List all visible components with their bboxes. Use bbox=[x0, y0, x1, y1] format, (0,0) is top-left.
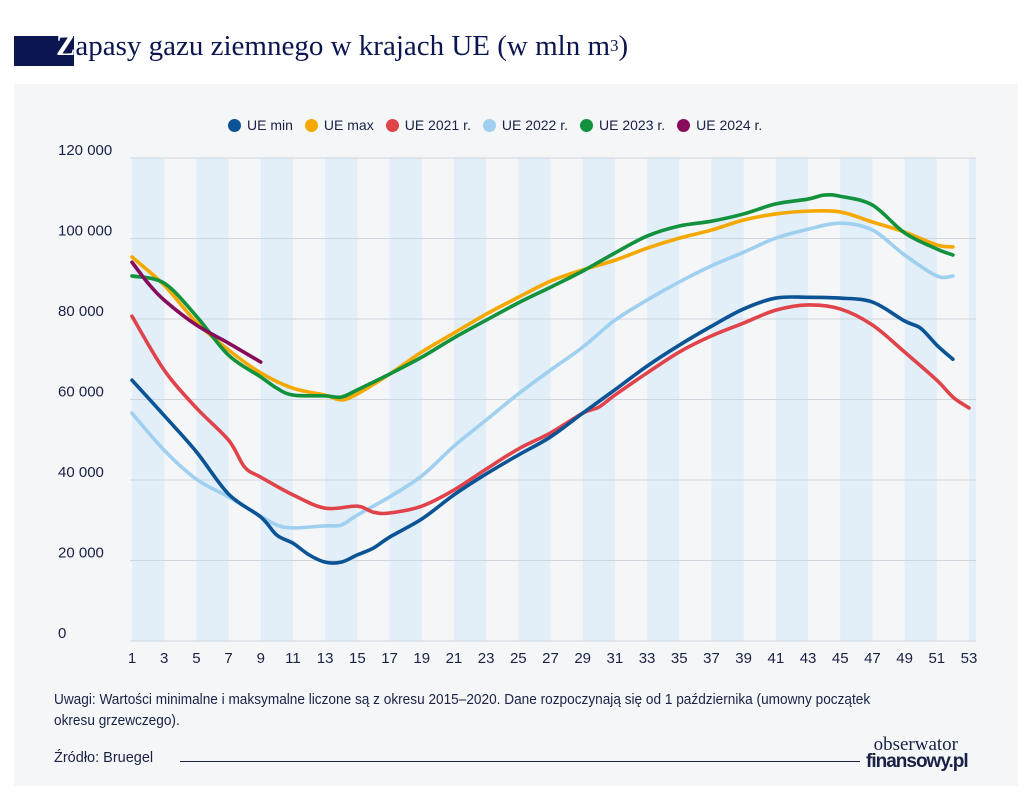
legend-swatch bbox=[482, 118, 496, 132]
source-divider bbox=[180, 761, 860, 762]
y-tick-label: 40 000 bbox=[58, 464, 104, 481]
chart-title: Zapasy gazu ziemnego w krajach UE (w mln… bbox=[56, 30, 629, 62]
y-tick-label: 20 000 bbox=[58, 545, 104, 562]
series-line-ue-2022-r- bbox=[130, 221, 955, 530]
logo: obserwator finansowy.pl bbox=[866, 734, 969, 772]
series-line-ue-2021-r- bbox=[130, 303, 971, 516]
legend-item: UE 2024 r. bbox=[677, 117, 762, 133]
legend-item: UE 2021 r. bbox=[385, 117, 471, 133]
x-tick-label: 7 bbox=[224, 650, 232, 667]
x-tick-label: 43 bbox=[800, 650, 817, 667]
legend-item: UE 2022 r. bbox=[482, 117, 569, 133]
x-tick-label: 45 bbox=[832, 650, 849, 667]
legend-swatch bbox=[228, 118, 241, 132]
x-tick-label: 53 bbox=[961, 650, 978, 667]
legend-label: UE 2023 r. bbox=[599, 117, 666, 133]
legend-swatch bbox=[677, 118, 691, 132]
legend: UE min UE max UE 2021 r. UE 2022 r. UE 2023 … bbox=[228, 117, 762, 133]
x-tick-label: 49 bbox=[896, 650, 913, 667]
x-tick-label: 17 bbox=[381, 650, 398, 667]
x-tick-label: 23 bbox=[478, 650, 495, 667]
x-tick-label: 19 bbox=[413, 650, 430, 667]
y-tick-label: 120 000 bbox=[58, 142, 112, 159]
legend-label: UE 2021 r. bbox=[404, 117, 471, 133]
legend-item: UE max bbox=[304, 117, 374, 133]
legend-label: UE 2022 r. bbox=[501, 117, 569, 133]
y-tick-label: 100 000 bbox=[58, 223, 112, 240]
y-tick-label: 60 000 bbox=[58, 384, 104, 401]
y-tick-label: 0 bbox=[58, 625, 66, 642]
legend-item: UE 2023 r. bbox=[580, 117, 665, 133]
x-tick-label: 51 bbox=[928, 650, 945, 667]
legend-label: UE min bbox=[247, 117, 293, 133]
x-tick-label: 37 bbox=[703, 650, 720, 667]
x-tick-label: 31 bbox=[607, 650, 624, 667]
legend-swatch bbox=[304, 118, 318, 132]
series-line-ue-2023-r- bbox=[130, 192, 955, 400]
x-tick-label: 9 bbox=[257, 650, 265, 667]
x-tick-label: 3 bbox=[160, 650, 168, 667]
x-tick-label: 27 bbox=[542, 650, 559, 667]
series-line-ue-max bbox=[130, 208, 955, 402]
legend-swatch bbox=[580, 118, 594, 132]
x-tick-label: 41 bbox=[768, 650, 785, 667]
legend-item: UE min bbox=[228, 117, 293, 133]
title-accent-block bbox=[14, 36, 74, 66]
legend-label: UE 2024 r. bbox=[696, 117, 763, 133]
x-tick-label: 33 bbox=[639, 650, 656, 667]
x-tick-label: 15 bbox=[349, 650, 366, 667]
legend-swatch bbox=[385, 118, 399, 132]
series-line-ue-min bbox=[130, 295, 955, 565]
x-tick-label: 39 bbox=[735, 650, 752, 667]
x-tick-label: 5 bbox=[192, 650, 200, 667]
x-tick-label: 47 bbox=[864, 650, 881, 667]
series-line-ue-2024-r- bbox=[130, 260, 263, 364]
x-tick-label: 21 bbox=[446, 650, 463, 667]
x-tick-label: 13 bbox=[317, 650, 334, 667]
legend-label: UE max bbox=[323, 117, 374, 133]
x-tick-label: 11 bbox=[285, 650, 301, 667]
x-tick-label: 29 bbox=[574, 650, 591, 667]
x-tick-label: 25 bbox=[510, 650, 527, 667]
x-tick-label: 1 bbox=[128, 650, 136, 667]
chart-note: Uwagi: Wartości minimalne i maksymalne l… bbox=[54, 692, 871, 729]
y-tick-label: 80 000 bbox=[58, 303, 104, 320]
source-label: Źródło: Bruegel bbox=[54, 750, 154, 766]
x-tick-label: 35 bbox=[671, 650, 688, 667]
